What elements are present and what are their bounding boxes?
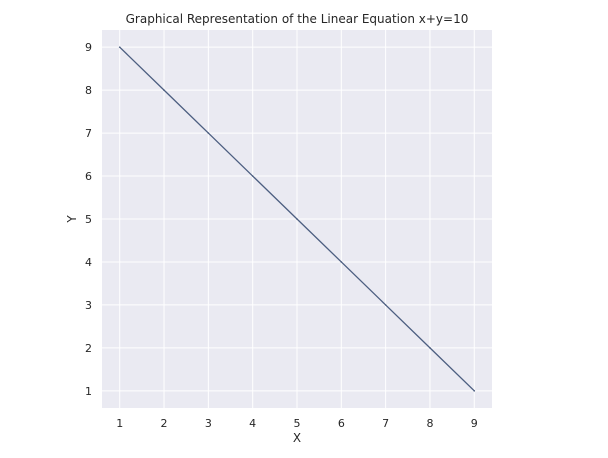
data-point — [207, 132, 210, 134]
y-axis-label: Y — [65, 215, 79, 224]
x-tick-label: 8 — [426, 417, 433, 430]
y-tick-label: 3 — [85, 299, 92, 312]
x-tick-label: 2 — [161, 417, 168, 430]
y-axis-ticks: 1 2 3 4 5 6 7 8 9 — [85, 41, 92, 398]
y-tick-label: 2 — [85, 342, 92, 355]
x-axis-ticks: 1 2 3 4 5 6 7 8 9 — [116, 417, 478, 430]
data-point — [296, 218, 298, 220]
data-point — [473, 390, 476, 392]
x-tick-label: 6 — [338, 417, 345, 430]
x-axis-label: X — [293, 431, 301, 445]
chart-title: Graphical Representation of the Linear E… — [126, 12, 469, 26]
data-point — [251, 175, 254, 177]
y-tick-label: 1 — [85, 385, 92, 398]
data-point — [340, 261, 343, 263]
data-point — [163, 89, 165, 91]
x-tick-label: 9 — [471, 417, 478, 430]
y-tick-label: 8 — [85, 84, 92, 97]
x-tick-label: 4 — [249, 417, 256, 430]
x-tick-label: 3 — [205, 417, 212, 430]
x-tick-label: 7 — [382, 417, 389, 430]
y-tick-label: 7 — [85, 127, 92, 140]
y-tick-label: 9 — [85, 41, 92, 54]
data-point — [384, 304, 387, 306]
x-tick-label: 5 — [294, 417, 301, 430]
series-layer — [118, 46, 476, 392]
y-tick-label: 4 — [85, 256, 92, 269]
x-tick-label: 1 — [116, 417, 123, 430]
data-point — [429, 347, 431, 349]
data-point — [118, 46, 121, 48]
y-tick-label: 5 — [85, 213, 92, 226]
y-tick-label: 6 — [85, 170, 92, 183]
